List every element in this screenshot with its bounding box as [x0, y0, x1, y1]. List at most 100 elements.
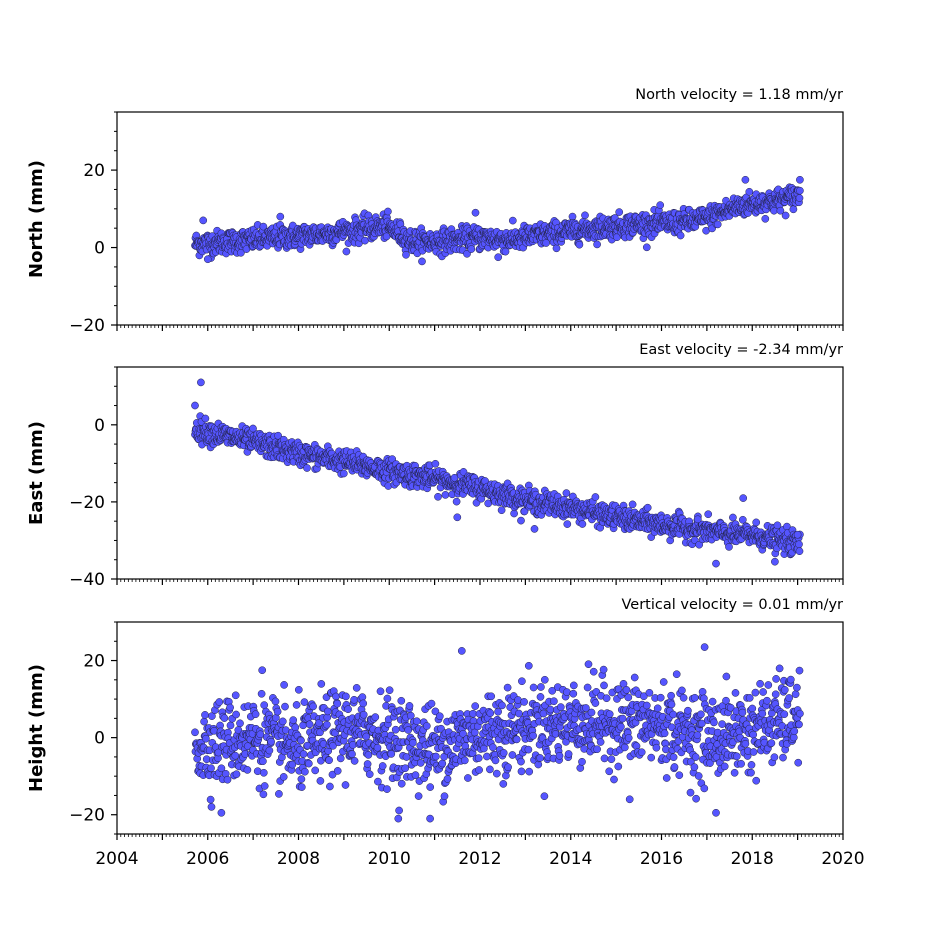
- outlier-point: [199, 216, 208, 225]
- data-point: [691, 753, 700, 761]
- data-point: [435, 712, 444, 721]
- data-point: [494, 707, 502, 716]
- data-point: [729, 513, 737, 522]
- data-point: [556, 703, 565, 711]
- data-point: [333, 767, 342, 775]
- data-point: [730, 768, 739, 777]
- data-point: [550, 697, 558, 706]
- data-point: [772, 675, 780, 683]
- data-point: [770, 206, 778, 215]
- data-point: [795, 540, 803, 549]
- data-point: [676, 231, 685, 240]
- data-point: [617, 722, 625, 731]
- data-point: [236, 719, 244, 728]
- outlier-point: [217, 808, 226, 817]
- data-point: [752, 776, 761, 785]
- data-point: [686, 788, 695, 797]
- data-point: [780, 710, 789, 719]
- data-point: [278, 717, 287, 726]
- data-point: [414, 792, 423, 800]
- data-point: [259, 222, 268, 231]
- data-point: [443, 775, 452, 783]
- outlier-point: [191, 401, 199, 410]
- east-ylabel: East (mm): [26, 421, 47, 525]
- data-point: [738, 515, 747, 524]
- data-point: [503, 683, 512, 692]
- data-point: [341, 781, 350, 789]
- y-tick-label: 0: [94, 239, 105, 259]
- data-point: [342, 692, 350, 701]
- data-point: [537, 683, 545, 691]
- data-point: [325, 756, 333, 765]
- data-point: [257, 689, 266, 698]
- outlier-point: [276, 212, 285, 221]
- outlier-point: [712, 559, 720, 568]
- data-point: [486, 765, 494, 774]
- data-point: [593, 745, 601, 754]
- data-point: [708, 697, 717, 706]
- east-velocity-title: East velocity = -2.34 mm/yr: [639, 342, 843, 358]
- data-point: [624, 693, 633, 702]
- data-point: [731, 689, 740, 697]
- data-point: [591, 699, 600, 707]
- outlier-point: [203, 255, 212, 264]
- data-point: [358, 693, 367, 701]
- x-tick-label: 2014: [549, 849, 592, 869]
- data-point: [584, 660, 593, 669]
- data-point: [591, 493, 600, 501]
- data-point: [662, 774, 671, 782]
- y-tick-label: −20: [69, 316, 105, 336]
- data-point: [418, 257, 426, 266]
- data-point: [763, 696, 771, 705]
- data-point: [667, 700, 676, 709]
- data-point: [569, 689, 578, 698]
- outlier-point: [771, 557, 779, 566]
- data-point: [202, 734, 210, 743]
- data-point: [409, 738, 417, 747]
- data-point: [669, 710, 678, 719]
- data-point: [525, 767, 534, 776]
- vertical-velocity-title: Vertical velocity = 0.01 mm/yr: [622, 597, 844, 613]
- data-point: [191, 728, 199, 737]
- data-point: [700, 784, 709, 793]
- data-point: [404, 726, 413, 734]
- data-point: [624, 734, 633, 742]
- data-point: [275, 790, 283, 798]
- data-point: [299, 750, 308, 758]
- data-point: [309, 702, 317, 711]
- data-point: [622, 686, 631, 694]
- data-point: [741, 739, 750, 748]
- data-point: [524, 745, 533, 754]
- data-point: [515, 709, 523, 718]
- data-point: [583, 683, 592, 692]
- y-tick-label: 20: [83, 652, 105, 672]
- data-point: [578, 757, 586, 766]
- data-point: [311, 766, 320, 775]
- data-point: [790, 727, 799, 736]
- data-point: [512, 735, 521, 744]
- height-points: [191, 643, 804, 823]
- data-point: [614, 762, 623, 771]
- data-point: [259, 768, 268, 777]
- data-point: [693, 731, 702, 739]
- data-point: [350, 757, 359, 765]
- data-point: [339, 469, 348, 478]
- data-point: [745, 694, 754, 702]
- data-point: [795, 666, 804, 675]
- data-point: [326, 782, 334, 791]
- data-point: [416, 759, 425, 767]
- data-point: [767, 739, 776, 747]
- data-point: [350, 695, 358, 704]
- x-tick-label: 2006: [186, 849, 229, 869]
- data-point: [336, 754, 345, 763]
- data-point: [279, 773, 288, 781]
- data-point: [201, 711, 209, 719]
- data-point: [652, 743, 661, 752]
- data-point: [518, 677, 526, 686]
- data-point: [297, 775, 306, 783]
- east-points: [191, 378, 804, 568]
- data-point: [653, 704, 662, 713]
- outlier-point: [739, 494, 748, 502]
- data-point: [371, 713, 380, 721]
- data-point: [656, 201, 665, 209]
